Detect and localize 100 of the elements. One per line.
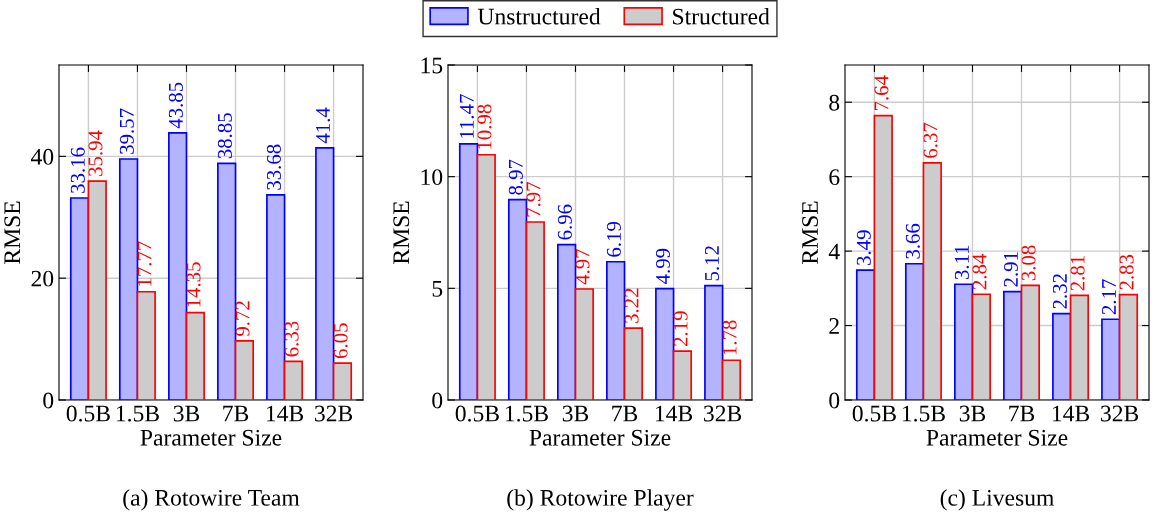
x-tick-label: 7B [1009,405,1035,422]
data-label: 2.32 [1052,274,1068,309]
x-axis-title: Parameter Size [926,429,1068,446]
data-label: 3.22 [624,288,639,323]
bar [953,283,974,400]
bar [721,359,742,400]
data-label: 3.66 [905,223,920,259]
x-tick-label: 14B [1052,405,1090,422]
data-label: 8.97 [508,159,523,195]
data-label: 6.96 [557,204,572,240]
data-label: 11.47 [459,94,474,138]
x-tick-label: 32B [704,405,742,422]
data-label: 2.91 [1003,252,1018,287]
data-label: 17.77 [137,241,152,286]
bar [606,260,626,400]
data-label: 2.84 [972,253,987,290]
data-label: 3.49 [856,230,871,265]
y-axis-title: RMSE [4,201,21,264]
x-tick-label: 7B [223,405,249,422]
data-label: 39.57 [119,108,134,154]
data-label: 9.72 [235,301,250,336]
y-tick-label: 0 [43,392,54,409]
bar [332,362,353,400]
x-tick-label: 1.5B [505,405,548,422]
data-label: 7.97 [526,181,541,217]
data-label: 7.64 [874,75,889,111]
x-tick-label: 3B [959,405,986,422]
y-tick-label: 15 [421,57,443,74]
x-tick-label: 0.5B [455,405,499,422]
bar [1101,318,1121,400]
bar [283,360,304,400]
x-tick-label: 32B [315,405,353,422]
x-tick-label: 32B [1101,405,1139,422]
text: (c) Livesum [940,489,1054,511]
data-label: 2.83 [1119,254,1134,290]
data-label: 4.97 [575,248,590,285]
data-label: 35.94 [88,130,103,176]
y-tick-label: 0 [829,392,840,409]
bar [623,327,644,400]
x-tick-label: 1.5B [116,405,159,422]
data-label: 38.85 [217,113,232,159]
bar [507,198,528,400]
x-tick-label: 0.5B [852,405,896,422]
data-label: 2.81 [1070,256,1085,291]
y-tick-label: 0 [432,392,443,409]
bar [1052,312,1072,400]
y-tick-label: 8 [829,94,840,111]
y-tick-label: 4 [828,243,840,260]
data-label: 4.99 [655,248,671,284]
bar [266,194,286,400]
bar [855,269,876,400]
data-label: 6.33 [284,321,299,357]
y-tick-label: 2 [829,318,839,334]
y-axis-title: RMSE [393,201,410,264]
x-tick-label: 14B [655,405,693,422]
data-label: 1.78 [722,320,737,355]
x-tick-label: 3B [562,405,589,422]
data-label: 33.68 [266,144,282,190]
bar [672,350,693,400]
bar [118,158,139,400]
legend-label: Structured [673,7,770,25]
data-label: 14.35 [186,262,201,307]
bar [458,143,479,400]
x-tick-label: 1.5B [902,405,945,422]
data-label: 6.19 [606,221,621,257]
bar [556,243,577,400]
bar [69,197,90,400]
data-label: 10.98 [477,104,492,149]
bar [704,284,724,400]
data-label: 3.08 [1021,245,1036,281]
data-label: 5.12 [704,246,720,281]
x-tick-label: 7B [612,405,638,422]
bar [904,262,925,400]
y-axis-title: RMSE [802,201,818,264]
data-label: 41.4 [316,107,331,144]
bar [234,339,255,400]
y-tick-label: 5 [432,281,443,297]
bar [185,311,205,400]
bar [315,147,335,400]
bar [1003,290,1023,400]
bar [217,162,237,400]
y-tick-label: 20 [31,270,54,287]
y-tick-label: 10 [421,169,443,186]
x-axis-title: Parameter Size [140,429,282,446]
data-label: 33.16 [70,147,85,193]
legend-label: Unstructured [477,7,601,25]
data-label: 2.17 [1101,279,1117,315]
data-label: 6.05 [333,323,348,359]
x-tick-label: 3B [173,405,200,422]
text: (a) Rotowire Team [123,489,300,511]
x-axis-title: Parameter Size [529,429,671,446]
bar [136,290,156,400]
x-tick-label: 0.5B [66,405,110,422]
y-tick-label: 40 [30,148,54,165]
data-label: 6.37 [923,122,938,158]
y-tick-label: 6 [829,169,840,186]
data-label: 43.85 [168,82,183,129]
data-label: 2.19 [673,311,688,347]
x-tick-label: 14B [266,405,304,422]
bar [167,132,188,400]
